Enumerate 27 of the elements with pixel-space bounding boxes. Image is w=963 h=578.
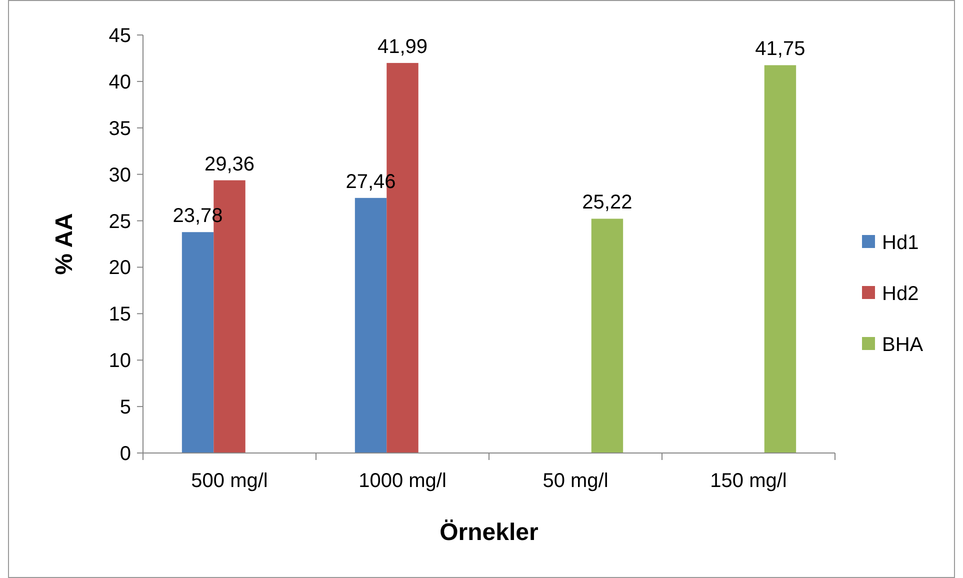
x-tick-label: 1000 mg/l: [358, 470, 446, 492]
data-label: 29,36: [204, 153, 255, 176]
y-tick-label: 20: [108, 257, 131, 280]
y-tick-label: 45: [108, 25, 131, 47]
y-axis-title: % AA: [51, 213, 78, 275]
data-label: 25,22: [582, 192, 632, 214]
bar: [764, 65, 796, 453]
y-tick-label: 25: [108, 210, 131, 233]
x-tick-label: 500 mg/l: [191, 470, 268, 492]
x-tick-label: 50 mg/l: [542, 470, 608, 492]
bar: [182, 232, 214, 453]
data-label: 41,99: [377, 36, 428, 58]
legend-label: Hd2: [882, 283, 919, 305]
y-tick-label: 0: [120, 443, 131, 465]
legend-label: BHA: [882, 334, 924, 356]
bar: [591, 218, 624, 453]
y-tick-label: 15: [108, 304, 131, 326]
y-tick-label: 35: [108, 118, 131, 140]
y-tick-label: 30: [108, 164, 131, 186]
legend-label: Hd1: [882, 232, 919, 254]
bar: [354, 198, 387, 453]
y-tick-label: 10: [108, 350, 131, 372]
y-tick-label: 5: [120, 396, 131, 419]
x-tick-label: 150 mg/l: [710, 470, 787, 492]
y-tick-label: 40: [108, 71, 131, 94]
data-label: 41,75: [755, 38, 806, 60]
x-axis-title: Örnekler: [440, 519, 538, 546]
